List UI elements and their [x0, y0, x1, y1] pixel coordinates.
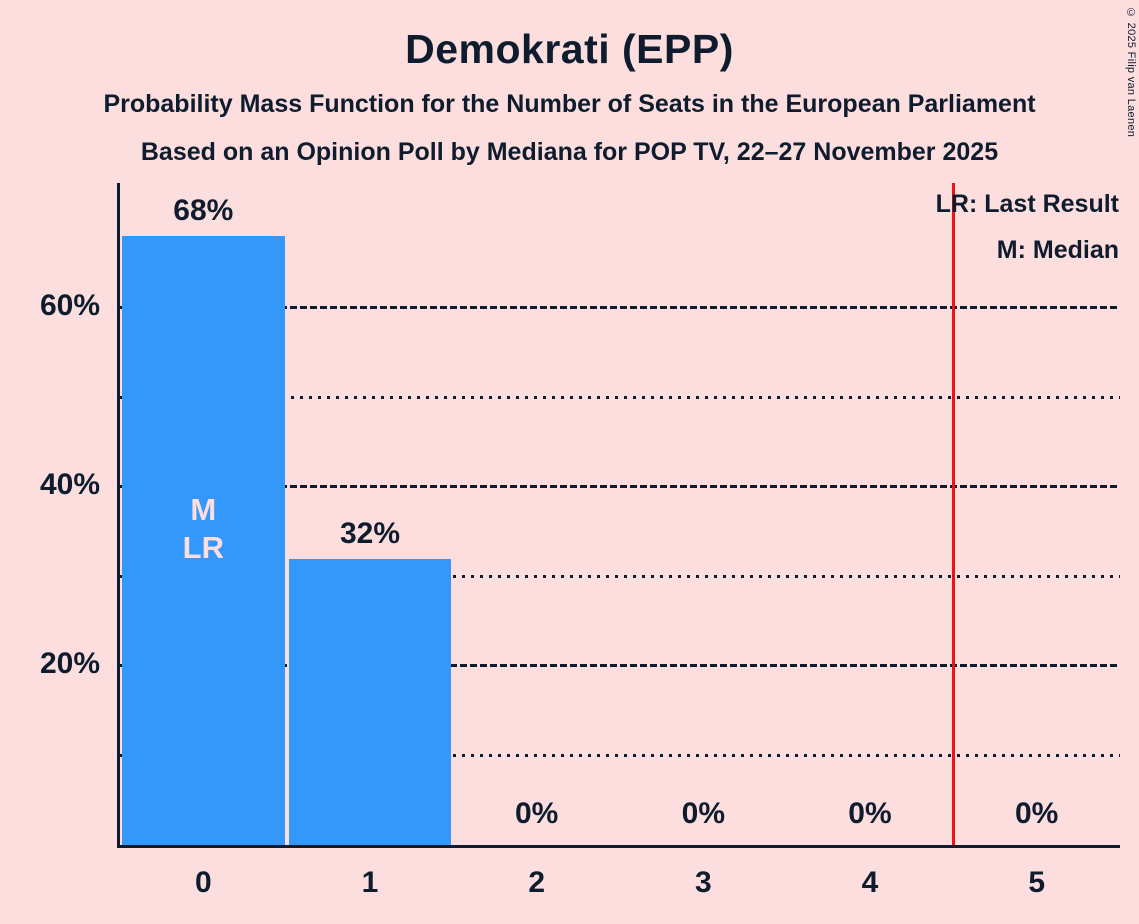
- legend-last-result: LR: Last Result: [935, 190, 1119, 218]
- bar-value-label-0: 68%: [173, 194, 234, 228]
- copyright-notice: © 2025 Filip van Laenen: [1125, 7, 1137, 138]
- bar-value-label-4: 0%: [848, 797, 892, 830]
- x-tick-label-3: 3: [694, 866, 712, 899]
- bar-seats-1: [288, 558, 452, 845]
- gridline-40: [120, 485, 1120, 488]
- x-tick-label-1: 1: [361, 866, 379, 899]
- gridline-60: [120, 306, 1120, 309]
- bar-value-label-2: 0%: [514, 797, 559, 830]
- x-tick-label-0: 0: [194, 866, 212, 899]
- gridline-10: [120, 753, 1120, 757]
- page-title: Demokrati (EPP): [405, 26, 734, 72]
- x-tick-label-5: 5: [1028, 866, 1045, 899]
- gridline-30: [120, 574, 1120, 578]
- gridline-50: [120, 395, 1120, 399]
- y-tick-label-40: 40%: [39, 468, 100, 501]
- legend-median: M: Median: [996, 236, 1119, 264]
- chart-subtitle: Probability Mass Function for the Number…: [103, 90, 1036, 118]
- plot-area: 68% 32% 0% 0% 0% 0% M LR: [117, 183, 1120, 848]
- chart-legend: LR: Last Result M: Median: [936, 181, 1119, 273]
- bar-value-label-1: 32%: [339, 516, 400, 550]
- x-tick-label-4: 4: [861, 866, 879, 899]
- x-tick-label-2: 2: [528, 866, 545, 899]
- y-tick-label-20: 20%: [39, 647, 100, 680]
- y-tick-label-60: 60%: [39, 289, 100, 322]
- bar-value-label-5: 0%: [1014, 797, 1059, 830]
- bar-value-label-3: 0%: [681, 797, 725, 830]
- median-last-result-annotation: M LR: [182, 492, 224, 565]
- last-result-line: [951, 183, 955, 845]
- gridline-20: [120, 664, 1120, 667]
- bar-seats-0: [122, 236, 285, 845]
- chart-subtitle-source: Based on an Opinion Poll by Mediana for …: [140, 138, 999, 166]
